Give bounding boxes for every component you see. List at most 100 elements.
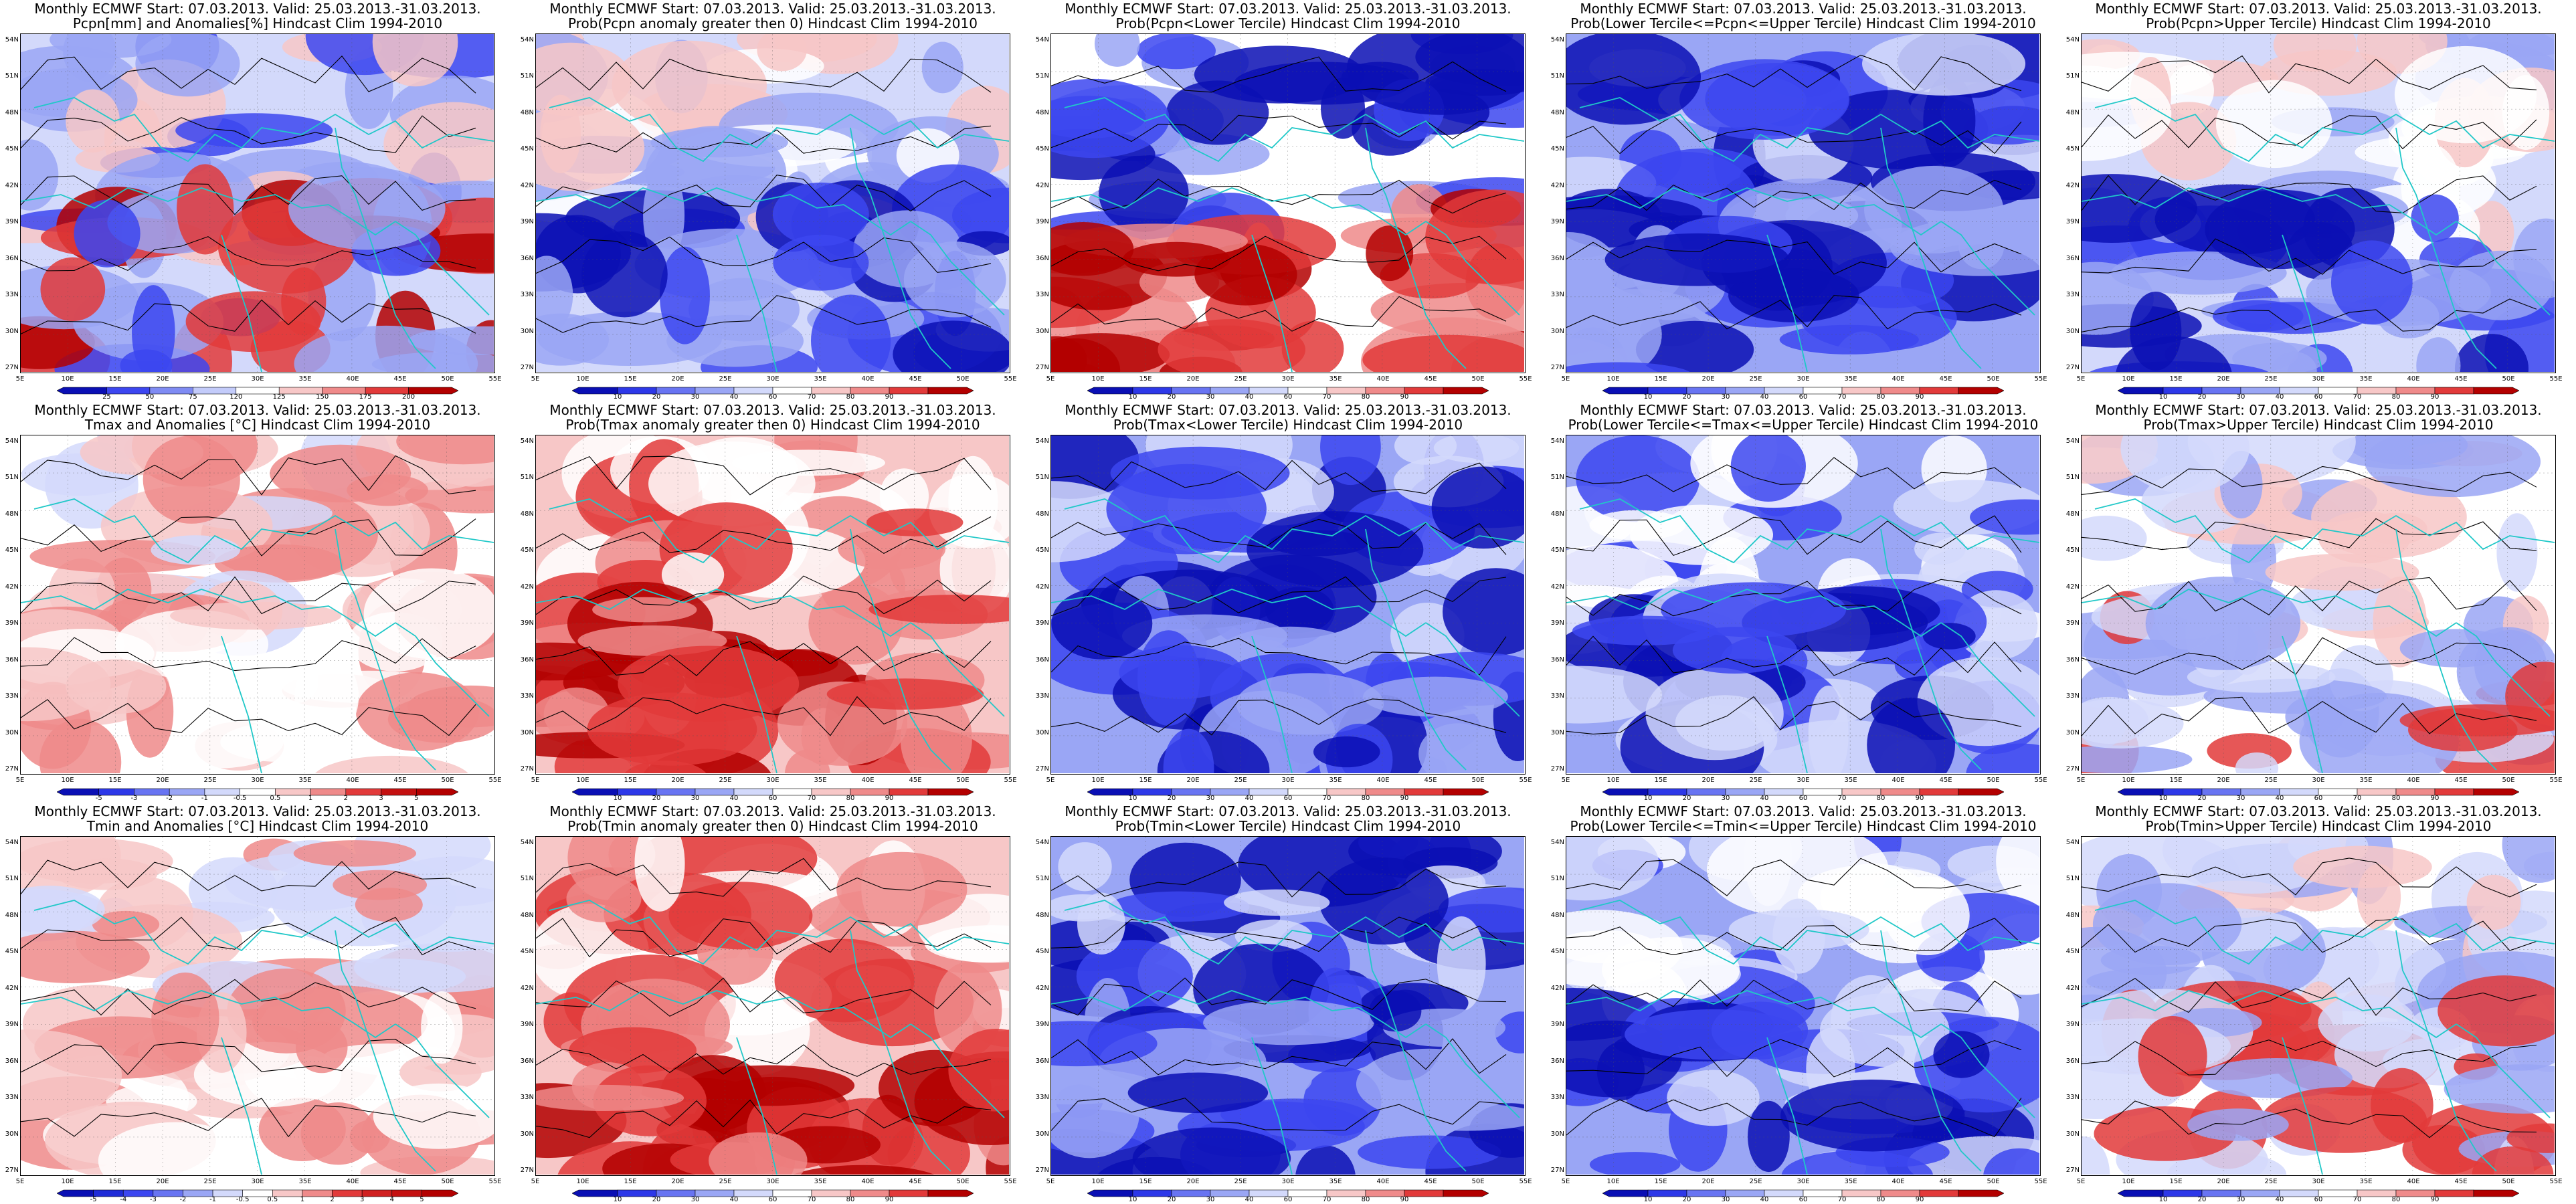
colorbar-tick-label: 70 — [2353, 795, 2362, 802]
field-blob — [2162, 837, 2341, 894]
map-title-line1: Monthly ECMWF Start: 07.03.2013. Valid: … — [1580, 803, 2027, 819]
field-blob — [948, 456, 998, 548]
longitude-tick-label: 45E — [1424, 375, 1437, 383]
contour-line — [21, 236, 476, 272]
coastline — [395, 622, 490, 717]
latitude-tick-label: 42N — [5, 984, 19, 992]
field-blob — [1363, 676, 1508, 717]
coastline — [335, 127, 436, 369]
map-panel: Monthly ECMWF Start: 07.03.2013. Valid: … — [515, 0, 1030, 401]
field-blob — [373, 1083, 494, 1149]
latitude-tick-label: 30N — [2065, 327, 2080, 335]
map-title-line1: Monthly ECMWF Start: 07.03.2013. Valid: … — [549, 803, 996, 819]
contour-line — [1566, 515, 2022, 556]
latitude-tick-label: 54N — [1550, 437, 1564, 445]
contour-line — [1051, 460, 1507, 494]
colorbar — [1087, 788, 1489, 796]
colorbar-tick-label: 90 — [2430, 795, 2440, 802]
contour-line — [21, 455, 476, 496]
longitude-tick-label: 40E — [861, 375, 875, 383]
coastline — [1880, 127, 1982, 369]
latitude-tick-label: 45N — [1035, 145, 1049, 153]
contour-line — [1566, 858, 2022, 896]
coastline — [2395, 528, 2497, 771]
longitude-tick-label: 35E — [298, 777, 312, 784]
field-blob — [1051, 78, 1170, 159]
field-blob — [1576, 435, 1700, 522]
map-panel: Monthly ECMWF Start: 07.03.2013. Valid: … — [0, 0, 515, 401]
latitude-tick-label: 54N — [5, 437, 19, 445]
colorbar-tick-label: 200 — [402, 393, 416, 401]
colorbar-tick-label: 90 — [1915, 795, 1924, 802]
map-canvas — [20, 836, 495, 1176]
field-blob — [1566, 362, 1690, 372]
longitude-tick-label: 40E — [2407, 375, 2420, 383]
latitude-tick-label: 39N — [1550, 619, 1564, 627]
field-blob — [1194, 45, 1365, 104]
field-blob — [1109, 891, 1250, 922]
latitude-tick-label: 45N — [5, 948, 19, 956]
field-blob — [2399, 704, 2555, 736]
colorbar-tick-label: 70 — [1322, 393, 1331, 401]
colorbar-tick-label: 10 — [1643, 795, 1653, 802]
field-blob — [1203, 1000, 1374, 1045]
coastline — [1251, 635, 1293, 773]
field-blob — [1132, 1127, 1291, 1175]
field-blob — [1983, 1148, 2039, 1175]
latitude-tick-label: 39N — [2065, 218, 2080, 226]
colorbar-tick-label: -4 — [120, 1196, 127, 1203]
longitude-tick-label: 50E — [1987, 777, 2000, 784]
coastline — [1425, 221, 1520, 316]
longitude-tick-label: 40E — [1376, 375, 1390, 383]
colorbar-tick-label: 20 — [2197, 795, 2207, 802]
latitude-tick-label: 39N — [5, 619, 19, 627]
longitude-tick-label: 10E — [1091, 777, 1105, 784]
map-panel: Monthly ECMWF Start: 07.03.2013. Valid: … — [0, 803, 515, 1204]
field-blob — [2138, 1015, 2207, 1097]
longitude-tick-label: 45E — [1424, 777, 1437, 784]
field-blob — [1394, 435, 1457, 465]
coastline — [2094, 498, 2555, 564]
field-blob — [581, 231, 668, 318]
contour-line — [2082, 977, 2537, 1016]
field-blob — [151, 535, 240, 565]
colorbar-tick-label: 60 — [1283, 1196, 1293, 1203]
colorbar-tick-label: 40 — [729, 1196, 739, 1203]
colorbar-tick-label: -5 — [95, 795, 102, 802]
field-blob — [1808, 685, 1849, 773]
map-panel: Monthly ECMWF Start: 07.03.2013. Valid: … — [2061, 401, 2576, 803]
colorbar-tick-label: 30 — [1721, 795, 1730, 802]
colorbar-tick-label: 40 — [729, 795, 739, 802]
field-blob — [1163, 728, 1214, 773]
latitude-tick-label: 39N — [520, 1021, 534, 1029]
latitude-tick-label: 54N — [2065, 437, 2080, 445]
longitude-tick-label: 30E — [766, 375, 779, 383]
latitude-tick-label: 54N — [2065, 36, 2080, 43]
longitude-tick-label: 35E — [1844, 1178, 1857, 1185]
coastline — [2395, 127, 2497, 369]
longitude-tick-label: 5E — [1046, 375, 1055, 383]
map-title-line1: Monthly ECMWF Start: 07.03.2013. Valid: … — [2095, 803, 2542, 819]
longitude-tick-label: 30E — [766, 1178, 779, 1185]
triangle-arrow-icon — [1443, 387, 1489, 395]
colorbar-tick-label: -0.5 — [233, 795, 247, 802]
field-blob — [634, 837, 685, 912]
colorbar-tick-label: 40 — [2275, 795, 2284, 802]
longitude-tick-label: 10E — [1606, 1178, 1620, 1185]
latitude-tick-label: 39N — [520, 619, 534, 627]
longitude-tick-label: 20E — [156, 777, 169, 784]
longitude-tick-label: 30E — [766, 777, 779, 784]
longitude-tick-label: 25E — [719, 375, 732, 383]
longitude-tick-label: 45E — [2454, 1178, 2468, 1185]
field-blob — [811, 294, 891, 372]
longitude-tick-label: 30E — [1281, 375, 1295, 383]
field-blob — [175, 113, 333, 148]
coastline — [395, 221, 490, 316]
latitude-tick-label: 30N — [5, 327, 19, 335]
longitude-tick-label: 50E — [2502, 375, 2515, 383]
contour-line — [2082, 1039, 2537, 1076]
latitude-tick-label: 48N — [1550, 911, 1564, 919]
coastline — [536, 589, 911, 637]
colorbar-tick-label: 70 — [807, 393, 816, 401]
latitude-tick-label: 39N — [5, 1021, 19, 1029]
